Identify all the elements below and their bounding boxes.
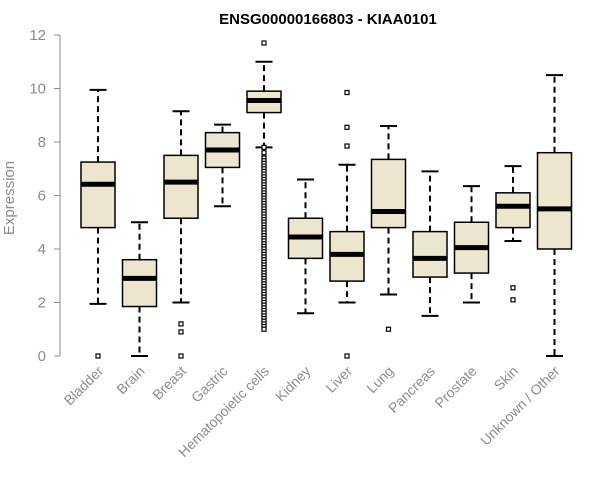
y-tick-label: 6	[38, 188, 46, 205]
outlier-point	[261, 40, 267, 46]
outlier-point	[178, 353, 184, 359]
box-pancreas	[412, 170, 448, 317]
x-tick-label: Liver	[322, 363, 355, 396]
y-tick-label: 2	[38, 295, 46, 312]
box-skin	[495, 165, 531, 303]
y-tick-label: 12	[29, 27, 46, 44]
y-tick-label: 8	[38, 134, 46, 151]
box-breast	[163, 110, 199, 359]
iqr-box	[163, 154, 199, 219]
x-tick-label: Prostate	[431, 363, 479, 411]
box-prostate	[453, 185, 490, 304]
x-tick-label: Kidney	[272, 363, 314, 405]
outlier-point	[510, 285, 516, 291]
iqr-box	[370, 158, 407, 229]
boxes	[80, 40, 573, 359]
x-tick-label: Skin	[491, 363, 522, 394]
box-bladder	[80, 88, 116, 359]
box-unknown-other	[536, 74, 573, 357]
box-kidney	[287, 178, 324, 315]
box-gastric	[204, 123, 241, 208]
y-tick-label: 10	[29, 81, 46, 98]
outlier-point	[385, 326, 392, 332]
outlier-point	[178, 329, 184, 335]
outlier-point	[261, 144, 267, 150]
outlier-point	[261, 150, 267, 156]
iqr-box	[536, 151, 573, 250]
box-brain	[121, 221, 158, 357]
outlier-point	[344, 89, 350, 96]
outlier-point	[344, 353, 350, 359]
y-tick-label: 0	[38, 348, 46, 365]
iqr-box	[80, 161, 116, 229]
x-tick-label: Breast	[149, 363, 189, 403]
x-tick-label: Bladder	[61, 363, 107, 409]
box-liver	[329, 89, 365, 359]
outlier-point	[344, 143, 350, 149]
outlier-point	[95, 353, 101, 359]
outlier-point	[178, 321, 184, 327]
box-hematopoietic-cells	[246, 40, 282, 332]
axes: 0 2 4 6 8 10 12	[29, 27, 61, 365]
iqr-box	[412, 230, 448, 278]
x-tick-label: Brain	[113, 363, 147, 397]
chart-title: ENSG00000166803 - KIAA0101	[219, 11, 437, 28]
x-tick-label: Unknown / Other	[477, 363, 563, 449]
y-axis-label: Expression	[1, 161, 18, 235]
outlier-point	[261, 326, 267, 332]
iqr-box	[121, 258, 158, 308]
iqr-box	[495, 192, 531, 229]
outlier-point	[344, 124, 350, 130]
outlier-point	[510, 297, 516, 303]
x-tick-label: Lung	[363, 363, 396, 396]
y-tick-label: 4	[38, 241, 46, 258]
box-lung	[370, 124, 407, 332]
